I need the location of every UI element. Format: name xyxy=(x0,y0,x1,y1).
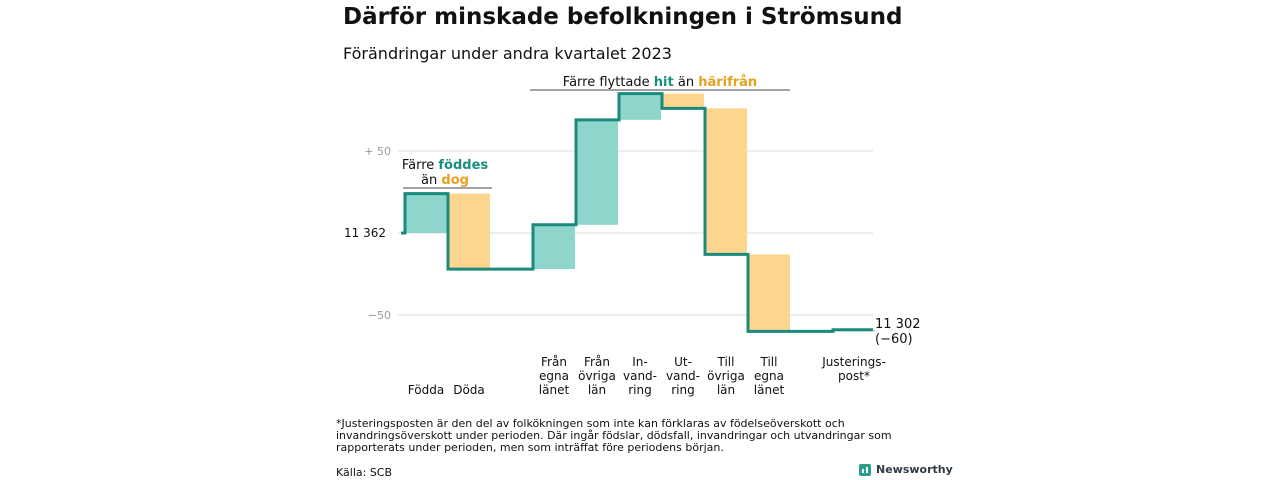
category-label: Justerings- xyxy=(821,355,886,369)
y-tick-label: 11 362 xyxy=(344,226,386,240)
category-label: Från xyxy=(584,355,610,369)
category-label: Döda xyxy=(453,383,485,397)
bar-utvandring xyxy=(662,93,704,109)
category-label: övriga xyxy=(707,369,745,383)
running-total-line xyxy=(401,92,873,333)
category-label: Från xyxy=(541,355,567,369)
category-label: ring xyxy=(671,383,695,397)
end-value-label: 11 302 xyxy=(875,317,921,332)
bars-layer xyxy=(405,93,875,332)
bar-tillegnalänet xyxy=(748,254,790,332)
migration-annotation: Färre flyttade hit än härifrån xyxy=(530,75,790,91)
category-label: ring xyxy=(628,383,652,397)
category-label: Till xyxy=(760,355,778,369)
chart-title: Därför minskade befolkningen i Strömsund xyxy=(343,4,903,30)
bar-invandring xyxy=(619,93,661,120)
migration-annotation-text: Färre flyttade hit än härifrån xyxy=(563,75,757,90)
newsworthy-logo-icon xyxy=(859,463,871,476)
category-label: In- xyxy=(632,355,647,369)
category-label: egna xyxy=(754,369,784,383)
bar-tillövrigalän xyxy=(705,108,747,255)
category-label: övriga xyxy=(578,369,616,383)
end-change-label: (−60) xyxy=(875,332,913,347)
category-label: Till xyxy=(717,355,735,369)
y-tick-label: + 50 xyxy=(364,145,391,158)
footnote: *Justeringsposten är den del av folkökni… xyxy=(336,417,892,454)
chart-subtitle: Förändringar under andra kvartalet 2023 xyxy=(343,44,672,63)
births-annotation: Färre föddes än dog xyxy=(402,158,492,189)
y-tick-label: −50 xyxy=(368,309,391,322)
bar-frånövrigalän xyxy=(576,119,618,225)
category-label: län xyxy=(717,383,735,397)
bar-döda xyxy=(448,193,490,270)
category-label: egna xyxy=(539,369,569,383)
births-annotation-line2: än dog xyxy=(421,173,469,188)
category-label: Födda xyxy=(408,383,444,397)
category-label: länet xyxy=(754,383,785,397)
bar-frånegnalänet xyxy=(533,224,575,270)
category-label: Ut- xyxy=(674,355,692,369)
source-note: Källa: SCB xyxy=(336,466,393,479)
category-label: post* xyxy=(838,369,870,383)
births-annotation-line1: Färre föddes xyxy=(402,158,489,173)
category-label: län xyxy=(588,383,606,397)
category-label: vand- xyxy=(666,369,700,383)
line-layer xyxy=(401,92,873,333)
brand: Newsworthy xyxy=(859,463,953,476)
brand-name: Newsworthy xyxy=(876,463,953,476)
category-label: vand- xyxy=(623,369,657,383)
category-label: länet xyxy=(539,383,570,397)
bar-födda xyxy=(405,193,447,233)
